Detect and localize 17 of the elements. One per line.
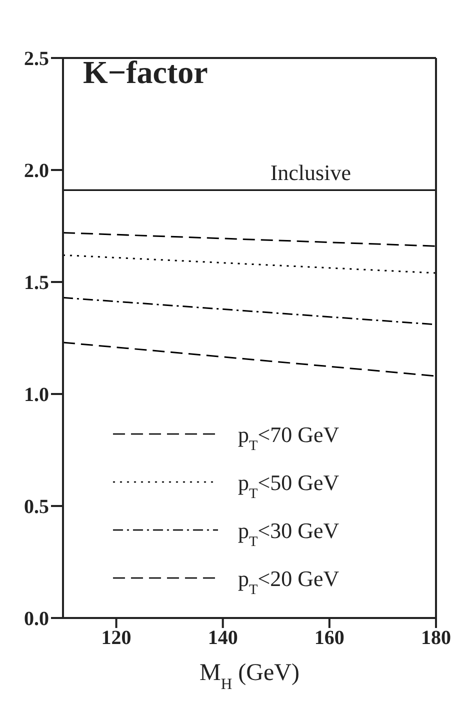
- x-tick-label: 180: [421, 627, 451, 650]
- y-tick-label: 0.5: [24, 496, 49, 518]
- y-tick-label: 1.0: [24, 384, 49, 406]
- chart-title: K−factor: [83, 54, 208, 90]
- legend-label: p$_{T}$<50 GeV: [238, 470, 340, 502]
- legend-label: p$_{T}$<30 GeV: [238, 518, 340, 550]
- y-tick-label: 2.0: [24, 160, 49, 182]
- y-tick-label: 2.5: [24, 48, 49, 70]
- series-label: Inclusive: [270, 160, 351, 186]
- legend-label: p$_{T}$<70 GeV: [238, 422, 340, 454]
- x-tick-label: 120: [101, 627, 132, 650]
- x-tick-label: 140: [208, 627, 238, 650]
- x-axis-title: M$_{H}$ (GeV): [200, 660, 300, 692]
- x-tick-label: 160: [314, 627, 344, 650]
- y-tick-label: 1.5: [24, 272, 49, 294]
- y-tick-label: 0.0: [24, 608, 49, 630]
- legend-label: p$_{T}$<20 GeV: [238, 566, 340, 598]
